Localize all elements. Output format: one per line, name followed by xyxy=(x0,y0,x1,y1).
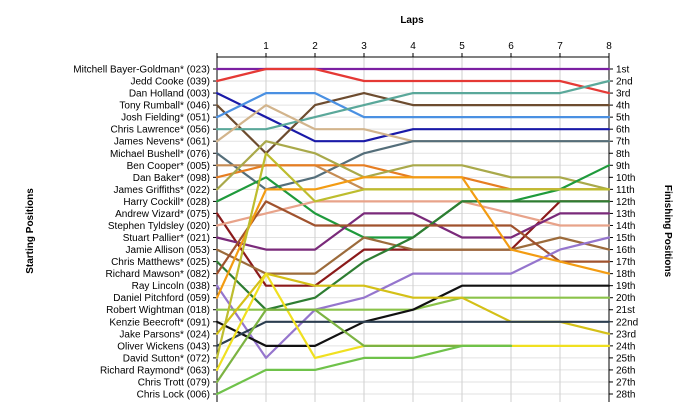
start-label: Jake Parsons* (024) xyxy=(119,329,210,340)
start-label: Richard Mawson* (082) xyxy=(106,269,211,280)
start-label: Stuart Pallier* (021) xyxy=(123,233,210,244)
series-line-25 xyxy=(215,152,611,359)
finish-label: 23rd xyxy=(616,329,636,340)
start-label: Dan Holland (003) xyxy=(129,89,210,100)
finish-label: 21st xyxy=(616,305,635,316)
finish-label: 22nd xyxy=(616,317,638,328)
x-tick-label: 6 xyxy=(508,41,514,52)
series-lines xyxy=(215,67,611,396)
start-label: Richard Raymond* (063) xyxy=(100,365,210,376)
start-label: Tony Rumball* (046) xyxy=(119,101,210,112)
series-line-20 xyxy=(215,176,611,299)
series-line-28 xyxy=(215,344,513,396)
finish-label: 27th xyxy=(616,377,635,388)
finish-label: 14th xyxy=(616,221,635,232)
y-axis-title-left: Starting Positions xyxy=(25,188,36,274)
axes: Laps Starting Positions Finishing Positi… xyxy=(25,15,673,278)
labels: 1 2 3 4 5 6 7 8 Mitchell Bayer-Goldman* (023)Jed… xyxy=(73,41,638,401)
finish-label: 19th xyxy=(616,281,635,292)
start-label: David Sutton* (072) xyxy=(123,353,210,364)
start-label: Andrew Vizard* (075) xyxy=(115,209,210,220)
start-label: Mitchell Bayer-Goldman* (023) xyxy=(73,65,210,76)
finish-label: 18th xyxy=(616,269,635,280)
finish-label: 3rd xyxy=(616,89,630,100)
start-label: Chris Matthews* (025) xyxy=(111,257,210,268)
series-line-8 xyxy=(215,140,611,191)
start-label: Jamie Allison (053) xyxy=(126,245,210,256)
finish-label: 13th xyxy=(616,209,635,220)
finish-label: 7th xyxy=(616,137,630,148)
start-label: Stephen Tyldsley (020) xyxy=(108,221,210,232)
finish-label: 2nd xyxy=(616,77,633,88)
start-label: Josh Fielding* (051) xyxy=(121,113,210,124)
series-line-4 xyxy=(215,91,611,155)
start-label: Chris Lock (006) xyxy=(137,390,210,401)
start-label: Robert Wightman (018) xyxy=(106,305,210,316)
finish-label: 24th xyxy=(616,341,635,352)
finish-label: 11th xyxy=(616,185,635,196)
finish-label: 6th xyxy=(616,125,630,136)
start-label: James Nevens* (061) xyxy=(114,137,210,148)
x-tick-label: 8 xyxy=(606,41,612,52)
start-label: Dan Baker* (098) xyxy=(133,173,210,184)
start-label: Jedd Cooke (039) xyxy=(131,77,211,88)
finish-label: 26th xyxy=(616,365,635,376)
x-tick-label: 4 xyxy=(410,41,416,52)
start-label: Daniel Pitchford (059) xyxy=(113,293,210,304)
x-tick-label: 3 xyxy=(361,41,367,52)
finish-label: 4th xyxy=(616,101,630,112)
x-tick-label: 5 xyxy=(459,41,465,52)
finish-label: 10th xyxy=(616,173,635,184)
finish-label: 25th xyxy=(616,353,635,364)
finish-label: 16th xyxy=(616,245,635,256)
chart-title: Laps xyxy=(400,15,424,26)
start-label: Harry Cockill* (028) xyxy=(123,197,210,208)
finish-label: 8th xyxy=(616,149,630,160)
series-line-5 xyxy=(215,91,611,119)
series-line-2 xyxy=(215,67,611,95)
start-label: Michael Bushell* (076) xyxy=(110,149,210,160)
y-axis-title-right: Finishing Positions xyxy=(662,185,673,278)
finish-label: 15th xyxy=(616,233,635,244)
finish-label: 9th xyxy=(616,161,630,172)
series-line-22 xyxy=(215,284,611,347)
series-line-11 xyxy=(215,140,611,191)
start-label: Ray Lincoln (038) xyxy=(132,281,210,292)
series-line-6 xyxy=(215,79,611,131)
series-line-17 xyxy=(215,200,611,311)
x-tick-label: 1 xyxy=(263,41,269,52)
start-label: Oliver Wickens (043) xyxy=(117,341,210,352)
start-label: Chris Trott (079) xyxy=(138,377,210,388)
series-line-24 xyxy=(215,320,611,347)
finish-label: 17th xyxy=(616,257,635,268)
x-tick-label: 7 xyxy=(557,41,563,52)
series-line-16 xyxy=(215,236,611,275)
finish-label: 20th xyxy=(616,293,635,304)
series-line-15 xyxy=(215,212,611,251)
finish-label: 12th xyxy=(616,197,635,208)
start-label: Kenzie Beecroft* (091) xyxy=(109,317,210,328)
start-label: Chris Lawrence* (056) xyxy=(111,125,211,136)
finish-label: 28th xyxy=(616,390,635,401)
finish-label: 5th xyxy=(616,113,630,124)
series-line-18 xyxy=(215,200,611,275)
x-tick-label: 2 xyxy=(312,41,318,52)
start-label: James Griffiths* (022) xyxy=(113,185,210,196)
finish-label: 1st xyxy=(616,65,630,76)
start-label: Ben Cooper* (005) xyxy=(127,161,210,172)
